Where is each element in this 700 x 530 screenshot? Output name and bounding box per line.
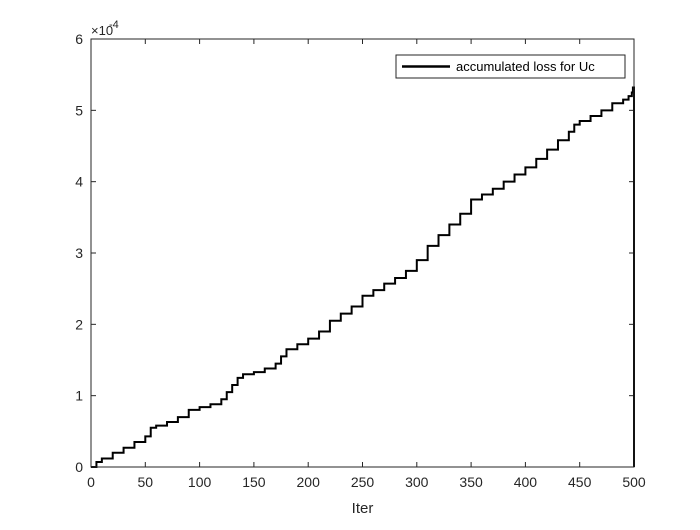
y-tick-label: 5 <box>75 102 83 118</box>
plot-area <box>91 39 634 467</box>
y-tick-label: 0 <box>75 459 83 475</box>
legend: accumulated loss for Uc <box>395 54 626 79</box>
y-tick-label: 2 <box>75 316 83 332</box>
x-tick-label: 500 <box>622 474 646 490</box>
legend-box <box>395 54 626 79</box>
y-tick-label: 1 <box>75 388 83 404</box>
x-tick-label: 50 <box>138 474 154 490</box>
x-tick-label: 150 <box>242 474 266 490</box>
y-tick-label: 6 <box>75 31 83 47</box>
y-tick-label: 4 <box>75 174 83 190</box>
axes-box <box>90 38 635 468</box>
x-tick-label: 450 <box>568 474 592 490</box>
series-layer <box>91 86 635 468</box>
x-tick-label: 0 <box>87 474 95 490</box>
x-tick-label: 300 <box>405 474 429 490</box>
x-tick-label: 100 <box>188 474 212 490</box>
x-tick-label: 200 <box>297 474 321 490</box>
series-line <box>91 86 635 468</box>
y-multiplier: ×10 -4 <box>91 19 119 38</box>
x-tick-label: 400 <box>514 474 538 490</box>
x-tick-label: 350 <box>459 474 483 490</box>
legend-label: accumulated loss for Uc <box>456 59 595 74</box>
y-multiplier-exponent: -4 <box>109 19 119 31</box>
y-tick-label: 3 <box>75 245 83 261</box>
x-tick-label: 250 <box>351 474 375 490</box>
x-axis-label: Iter <box>352 500 374 517</box>
ticks-layer: 0 50 100 150 200 250 300 350 400 450 500 0 1 2 3 4 5 6 <box>75 31 646 490</box>
y-multiplier-base: ×10 <box>91 23 113 38</box>
